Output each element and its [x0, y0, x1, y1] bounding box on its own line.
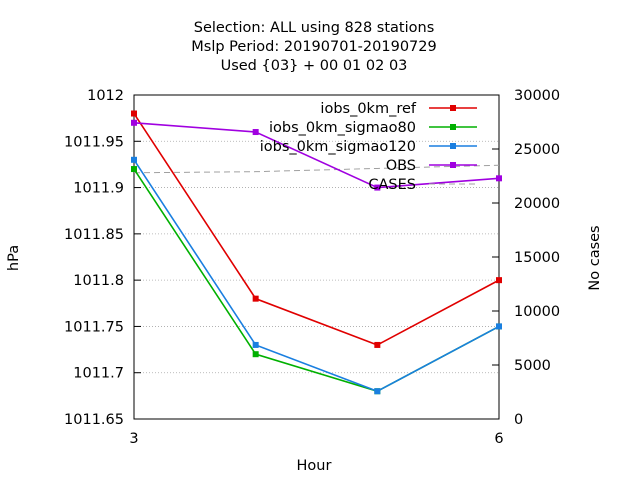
title-line-1: Selection: ALL using 828 stations	[194, 20, 435, 36]
series-line	[133, 159, 500, 393]
data-point	[496, 323, 502, 330]
legend-swatch-marker	[450, 143, 456, 149]
y-tick-label: 1011.75	[64, 319, 124, 335]
data-point	[131, 156, 137, 163]
series-group	[131, 110, 502, 395]
series-line	[133, 164, 500, 174]
series-iobs_0km_ref	[131, 110, 502, 348]
legend-label: iobs_0km_ref	[320, 101, 416, 117]
y-tick-label: 1012	[87, 88, 124, 104]
chart-title: Selection: ALL using 828 stations Mslp P…	[191, 20, 436, 74]
data-point	[252, 351, 259, 358]
y2-tick-label: 5000	[514, 358, 551, 374]
y2-tick-label: 10000	[514, 304, 560, 320]
data-point	[496, 175, 502, 182]
x-tick-label: 3	[129, 431, 138, 447]
data-point	[252, 295, 259, 302]
data-point	[374, 341, 381, 348]
y2-tick-label: 30000	[514, 88, 560, 104]
x-tick-label: 6	[494, 431, 503, 447]
y2-tick-label: 15000	[514, 250, 560, 266]
y-tick-label: 1011.85	[64, 227, 124, 243]
y2-tick-label: 25000	[514, 142, 560, 158]
y-axis: 1011.65 1011.7 1011.75 1011.8 1011.85 1011.9 1…	[64, 88, 141, 428]
legend: iobs_0km_ref iobs_0km_sigmao80 iobs_0km_si…	[260, 101, 477, 193]
series-line	[133, 121, 500, 189]
data-point	[496, 277, 502, 284]
legend-label: CASES	[368, 177, 416, 193]
y2-axis-label: No cases	[587, 225, 603, 290]
y-tick-label: 1011.65	[64, 412, 124, 428]
data-point	[252, 129, 259, 136]
data-point	[252, 341, 259, 348]
y-tick-label: 1011.7	[73, 366, 124, 382]
data-point	[374, 388, 381, 395]
legend-swatch-marker	[450, 162, 456, 168]
legend-label: OBS	[386, 158, 416, 174]
series-OBS	[131, 119, 502, 191]
x-axis-label: Hour	[297, 458, 332, 474]
legend-swatch-marker	[450, 124, 456, 130]
title-line-2: Mslp Period: 20190701-20190729	[191, 39, 436, 55]
series-line	[133, 113, 500, 346]
y-tick-label: 1011.9	[73, 181, 124, 197]
y-tick-label: 1011.95	[64, 134, 124, 150]
y-tick-label: 1011.8	[73, 273, 124, 289]
data-point	[131, 119, 137, 126]
legend-swatch-marker	[450, 105, 456, 111]
y-axis-label: hPa	[6, 245, 22, 271]
title-line-3: Used {03} + 00 01 02 03	[221, 58, 408, 74]
data-point	[131, 110, 137, 117]
legend-label: iobs_0km_sigmao80	[269, 120, 416, 136]
data-point	[374, 184, 381, 191]
y2-tick-label: 0	[514, 412, 523, 428]
y2-axis: 0 5000 10000 15000 20000 25000 30000	[492, 88, 560, 428]
series-CASES	[133, 164, 500, 174]
data-point	[131, 166, 137, 173]
legend-label: iobs_0km_sigmao120	[260, 139, 416, 155]
series-iobs_0km_sigmao120	[131, 156, 502, 395]
grid	[134, 140, 499, 374]
y2-tick-label: 20000	[514, 196, 560, 212]
